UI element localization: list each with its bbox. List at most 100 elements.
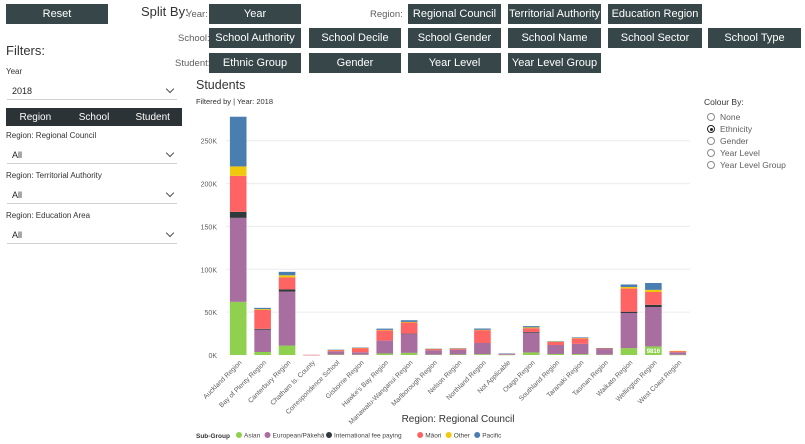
colour-by-option[interactable]: None [707, 112, 740, 122]
split-year-button[interactable]: Year [209, 4, 301, 24]
bar-segment [474, 328, 491, 330]
bar-segment [571, 337, 589, 338]
x-tick-label: West Coast Region [637, 359, 683, 405]
bar-segment [522, 332, 540, 333]
bar-segment [400, 321, 418, 323]
tab-student[interactable]: Student [135, 111, 170, 123]
bar-segment [376, 328, 394, 330]
bar-segment [425, 350, 442, 355]
bar-segment [522, 332, 540, 353]
split-year-level-button[interactable]: Year Level [408, 53, 501, 73]
bar-segment [571, 354, 589, 355]
split-year-level-group-button[interactable]: Year Level Group [508, 53, 601, 73]
bar-segment [278, 289, 296, 292]
territorial-authority-value: All [12, 189, 23, 200]
split-school-type-button[interactable]: School Type [708, 28, 801, 48]
tab-school[interactable]: School [78, 111, 110, 123]
bar-segment [254, 310, 271, 329]
bar-segment [425, 349, 442, 351]
bar-segment [645, 289, 662, 292]
chevron-down-icon [165, 188, 175, 197]
bar-segment [620, 287, 638, 289]
year-filter-dropdown[interactable]: 2018 [7, 82, 177, 100]
bar-segment [620, 311, 638, 313]
radio-icon[interactable] [707, 125, 715, 133]
radio-icon[interactable] [707, 113, 715, 121]
split-ethnic-group-button[interactable]: Ethnic Group [209, 53, 301, 73]
y-tick-label: 150K [201, 224, 218, 231]
territorial-authority-dropdown[interactable]: All [7, 186, 177, 204]
split-school-decile-button[interactable]: School Decile [309, 28, 401, 48]
education-area-dropdown[interactable]: All [7, 226, 177, 244]
bar-segment [669, 350, 687, 353]
bar-segment [254, 309, 271, 310]
bar-segment [474, 330, 491, 343]
bar-segment [547, 353, 564, 355]
legend-marker [326, 432, 332, 438]
colour-by-option-label: Ethnicity [720, 124, 753, 134]
bar-segment [278, 275, 296, 278]
split-school-sector-button[interactable]: School Sector [608, 28, 702, 48]
tab-region[interactable]: Region [19, 111, 52, 123]
bar-segment [645, 292, 662, 305]
radio-icon[interactable] [707, 149, 715, 157]
y-tick-label: 0K [208, 353, 217, 360]
legend-label: Other [454, 433, 471, 440]
legend-marker [236, 432, 242, 438]
bar-segment [474, 354, 491, 355]
chevron-down-icon [165, 228, 175, 237]
colour-by-option[interactable]: Year Level [707, 148, 760, 158]
radio-icon[interactable] [707, 137, 715, 145]
colour-by-option[interactable]: Ethnicity [707, 124, 752, 134]
legend-label: European/Pākehā [273, 433, 325, 440]
bar-segment [327, 351, 345, 355]
bar-segment [229, 211, 247, 218]
colour-by-title: Colour By: [704, 97, 744, 107]
y-tick-label: 50K [205, 310, 218, 317]
bar-segment [278, 345, 296, 355]
split-gender-button[interactable]: Gender [309, 53, 401, 73]
chart-subtitle: Filtered by | Year: 2018 [196, 97, 273, 106]
bar-segment [522, 326, 540, 328]
split-regional-council-button[interactable]: Regional Council [408, 4, 501, 24]
bar-segment [645, 304, 662, 307]
x-axis-title: Region: Regional Council [402, 414, 515, 425]
bar-segment [327, 350, 345, 352]
regional-council-dropdown[interactable]: All [7, 146, 177, 164]
regional-council-value: All [12, 149, 23, 160]
legend-marker [445, 432, 452, 438]
bar-segment [645, 346, 662, 355]
split-education-region-button[interactable]: Education Region [608, 4, 702, 24]
school-split-label: School: [178, 33, 210, 44]
student-split-label: Student: [175, 58, 211, 69]
bar-segment [376, 330, 394, 341]
data-label: 9816 [647, 349, 661, 355]
colour-by-option[interactable]: Gender [707, 136, 748, 146]
y-tick-label: 250K [201, 139, 218, 146]
education-area-value: All [12, 229, 23, 240]
bar-segment [449, 348, 467, 350]
bar-segment [669, 352, 687, 355]
colour-by-option-label: None [720, 112, 741, 122]
reset-button[interactable]: Reset [6, 4, 108, 24]
split-school-name-button[interactable]: School Name [508, 28, 601, 48]
x-tick-label: Wellington Region [615, 359, 659, 403]
bar-segment [254, 307, 271, 310]
filter-tabs: Region School Student [6, 108, 182, 126]
bar-segment [620, 313, 638, 349]
education-area-filter-label: Region: Education Area [6, 211, 91, 220]
bar-segment [400, 320, 418, 322]
split-territorial-authority-button[interactable]: Territorial Authority [508, 4, 601, 24]
radio-icon[interactable] [707, 161, 715, 169]
bar-segment [645, 307, 662, 347]
bar-segment [229, 116, 247, 167]
bar-segment [400, 352, 418, 355]
colour-by-option[interactable]: Year Level Group [707, 160, 786, 170]
x-tick-label: Chatham Is. County [269, 359, 317, 407]
bar-segment [547, 341, 564, 345]
y-tick-label: 100K [201, 267, 218, 274]
colour-by-option-label: Year Level [720, 148, 760, 158]
bar-segment [376, 353, 394, 355]
split-school-authority-button[interactable]: School Authority [209, 28, 301, 48]
split-school-gender-button[interactable]: School Gender [408, 28, 501, 48]
